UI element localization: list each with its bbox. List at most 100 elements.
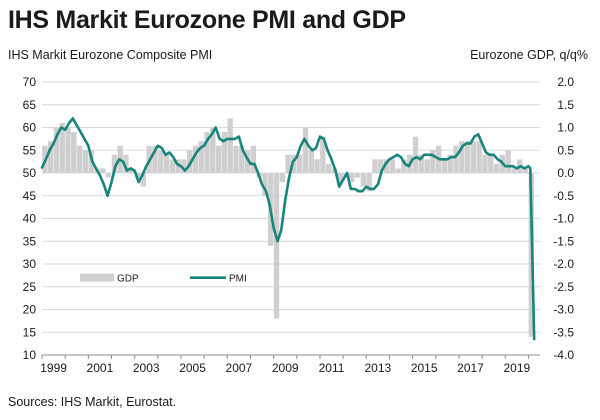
- gdp-bar: [383, 159, 390, 173]
- gdp-bar: [412, 136, 419, 173]
- legend-pmi-label: PMI: [229, 274, 247, 285]
- gdp-bar: [105, 173, 112, 178]
- right-axis-tick-label: 0.0: [557, 166, 574, 180]
- gdp-bar: [291, 154, 297, 173]
- x-axis-tick-label: 2013: [365, 361, 392, 375]
- gdp-bar: [169, 159, 175, 173]
- gdp-bar: [181, 159, 187, 173]
- gdp-bar: [366, 173, 372, 192]
- x-axis-tick-label: 2015: [411, 361, 438, 375]
- gdp-bar: [395, 168, 401, 173]
- gdp-bar: [221, 132, 228, 173]
- left-axis-tick-label: 15: [23, 325, 37, 339]
- gdp-bar: [59, 122, 65, 173]
- right-axis-tick-label: 1.5: [557, 98, 574, 112]
- left-axis-tick-label: 70: [23, 75, 37, 89]
- gdp-bar: [522, 168, 529, 173]
- left-axis-tick-label: 40: [23, 212, 37, 226]
- left-axis-tick-label: 65: [23, 98, 37, 112]
- right-axis-tick-label: -1.5: [553, 234, 574, 248]
- gdp-bar: [401, 159, 407, 173]
- gdp-bar: [123, 154, 129, 173]
- left-axis-tick-label: 10: [23, 348, 37, 362]
- right-axis-tick-label: -2.5: [553, 280, 574, 294]
- gdp-bar: [360, 173, 367, 187]
- right-axis-title: Eurozone GDP, q/q%: [470, 48, 588, 62]
- x-axis-tick-label: 2005: [179, 361, 206, 375]
- gdp-bar: [65, 127, 71, 173]
- gdp-bar: [325, 163, 332, 173]
- left-axis-tick-label: 60: [23, 121, 37, 135]
- gdp-bar: [447, 154, 453, 173]
- gdp-bar: [337, 173, 343, 183]
- gdp-bar: [82, 150, 89, 173]
- right-axis-tick-label: -4.0: [553, 348, 574, 362]
- gdp-bar: [302, 127, 309, 173]
- gdp-bar: [511, 168, 517, 173]
- left-axis-tick-label: 45: [23, 189, 37, 203]
- gdp-bar: [210, 127, 216, 173]
- gdp-bar: [285, 154, 291, 173]
- gdp-bar: [100, 168, 106, 173]
- right-axis-tick-label: 0.5: [557, 143, 574, 157]
- gdp-bar: [308, 150, 314, 173]
- x-axis-tick-label: 2007: [226, 361, 253, 375]
- gdp-bar: [152, 145, 158, 173]
- gdp-bar: [111, 154, 118, 173]
- gdp-bar: [389, 159, 396, 173]
- gdp-bar: [215, 145, 222, 173]
- right-axis-tick-label: -0.5: [553, 189, 574, 203]
- right-axis-tick-label: -2.0: [553, 257, 574, 271]
- gdp-bar: [233, 145, 239, 173]
- gdp-bar: [204, 132, 210, 173]
- gdp-bar: [76, 145, 83, 173]
- gdp-bar: [441, 159, 448, 173]
- right-axis-tick-label: 2.0: [557, 75, 574, 89]
- gdp-bar: [262, 173, 268, 196]
- left-axis-tick-label: 35: [23, 234, 37, 248]
- legend-gdp-swatch: [80, 273, 114, 282]
- gdp-bar: [464, 141, 471, 173]
- gdp-bar: [372, 159, 378, 173]
- gdp-bar: [175, 159, 181, 173]
- gdp-bar: [459, 141, 465, 173]
- gdp-bar: [320, 136, 326, 173]
- left-axis-tick-label: 20: [23, 303, 37, 317]
- gdp-bar: [244, 150, 251, 173]
- right-axis-tick-label: 1.0: [557, 121, 574, 135]
- gdp-bar: [482, 154, 488, 173]
- gdp-bar: [349, 173, 355, 183]
- source-note: Sources: IHS Markit, Eurostat.: [8, 395, 177, 409]
- x-axis-tick-label: 2009: [272, 361, 299, 375]
- x-axis-tick-label: 2011: [319, 361, 345, 375]
- left-axis-tick-label: 25: [23, 280, 37, 294]
- gdp-bar: [354, 173, 361, 178]
- gdp-bar: [250, 145, 257, 173]
- gdp-bar: [186, 150, 193, 173]
- gdp-bar: [418, 154, 424, 173]
- gdp-bar: [273, 173, 280, 319]
- left-axis-tick-label: 55: [23, 143, 37, 157]
- gdp-bar: [453, 145, 459, 173]
- gdp-bar: [297, 154, 303, 173]
- chart-title: IHS Markit Eurozone PMI and GDP: [8, 6, 406, 34]
- gdp-bar: [239, 145, 245, 173]
- gdp-bar: [476, 141, 482, 173]
- gdp-bar: [53, 127, 60, 173]
- right-axis-tick-label: -1.0: [553, 212, 574, 226]
- gdp-bar: [71, 132, 77, 173]
- pmi-line: [40, 117, 536, 341]
- gdp-bar: [505, 150, 511, 173]
- x-axis-tick-label: 2001: [87, 361, 114, 375]
- left-axis-tick-label: 30: [23, 257, 37, 271]
- x-axis-tick-label: 2003: [133, 361, 160, 375]
- gdp-bar: [424, 159, 430, 173]
- gdp-bar: [493, 163, 500, 173]
- gdp-bar: [378, 159, 384, 173]
- right-axis-tick-label: -3.5: [553, 325, 574, 339]
- gdp-bar: [314, 159, 320, 173]
- gdp-bar: [192, 145, 199, 173]
- gdp-bar: [488, 154, 494, 173]
- left-axis-tick-label: 50: [23, 166, 37, 180]
